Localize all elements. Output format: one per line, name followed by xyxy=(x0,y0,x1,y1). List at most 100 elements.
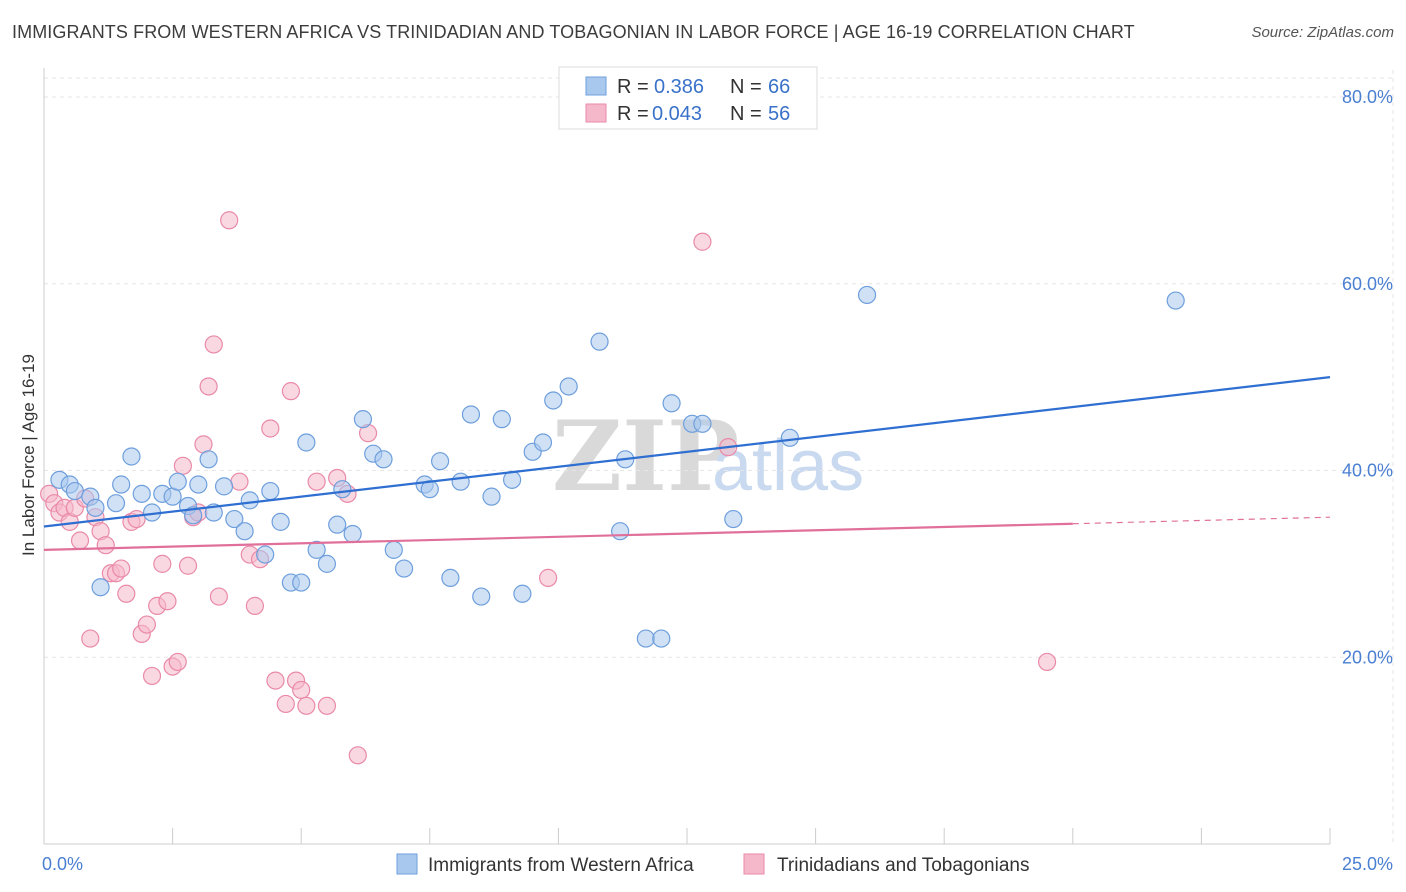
western-africa-point-58 xyxy=(652,629,671,648)
trinidadians-point-50 xyxy=(348,746,367,765)
bottom-legend-swatch-pink xyxy=(743,853,765,875)
legend-r-value-1: 0.386 xyxy=(654,76,704,98)
y-tick-label-80: 80.0% xyxy=(1342,87,1393,107)
western-africa-point-44 xyxy=(461,405,481,424)
trinidadians-point-26 xyxy=(173,456,192,475)
western-africa-point-45 xyxy=(472,587,491,606)
trinidadians-point-11 xyxy=(96,536,115,555)
western-africa-point-27 xyxy=(292,573,311,592)
trinidadians-point-20 xyxy=(142,666,162,686)
western-africa-point-64 xyxy=(857,285,877,305)
trinidadians-point-25 xyxy=(168,652,187,672)
western-africa-point-51 xyxy=(533,433,553,452)
top-legend: R = 0.386 N = 66 R = 0.043 N = 56 xyxy=(558,66,818,130)
western-africa-point-30 xyxy=(317,554,337,573)
western-africa-point-2 xyxy=(65,481,84,501)
trinidadians-point-32 xyxy=(204,335,223,354)
trinidadians-point-46 xyxy=(307,472,326,491)
bottom-legend-label-1: Immigrants from Western Africa xyxy=(428,855,694,876)
western-africa-point-34 xyxy=(353,410,373,429)
western-africa-point-53 xyxy=(559,377,578,396)
western-africa-point-54 xyxy=(590,332,609,351)
legend-swatch-pink xyxy=(585,103,607,123)
chart-title: IMMIGRANTS FROM WESTERN AFRICA VS TRINID… xyxy=(12,22,1135,42)
western-africa-point-62 xyxy=(724,509,743,529)
western-africa-point-42 xyxy=(441,568,460,587)
western-africa-point-57 xyxy=(636,629,655,648)
legend-n-value-2: 56 xyxy=(768,103,790,125)
western-africa-point-24 xyxy=(261,481,280,501)
trinidadians-point-34 xyxy=(220,211,239,230)
trend-lines xyxy=(43,376,1331,551)
western-africa-point-29 xyxy=(307,540,326,559)
trinidadians-point-35 xyxy=(230,472,249,491)
source-label: Source: ZipAtlas.com xyxy=(1251,24,1394,41)
y-axis-label: In Labor Force | Age 16-19 xyxy=(19,354,38,556)
bottom-legend: Immigrants from Western Africa Trinidadi… xyxy=(396,853,1029,876)
bottom-legend-label-2: Trinidadians and Tobagonians xyxy=(777,855,1029,876)
series-trinidadians-points xyxy=(40,211,1057,765)
western-africa-point-63 xyxy=(780,428,799,447)
western-africa-point-41 xyxy=(430,452,450,471)
trinidadians-point-22 xyxy=(153,554,172,573)
legend-n-label-1: N = xyxy=(730,76,762,98)
western-africa-point-9 xyxy=(132,484,151,503)
western-africa-point-7 xyxy=(112,475,131,494)
western-africa-point-23 xyxy=(256,545,275,564)
western-africa-point-61 xyxy=(693,414,712,433)
western-africa-point-55 xyxy=(611,522,630,541)
trend-line-trinidadians-extension xyxy=(1072,516,1331,525)
western-africa-point-16 xyxy=(189,475,208,494)
trinidadians-point-15 xyxy=(117,584,136,603)
trinidadians-point-23 xyxy=(158,592,177,611)
x-tick-label-min: 0.0% xyxy=(42,854,83,874)
trinidadians-point-14 xyxy=(112,559,131,578)
trend-line-trinidadians xyxy=(43,522,1073,551)
trinidadians-point-45 xyxy=(297,696,316,715)
western-africa-point-22 xyxy=(240,491,259,510)
western-africa-point-8 xyxy=(122,447,141,466)
western-africa-point-46 xyxy=(482,487,501,506)
western-africa-point-43 xyxy=(451,472,470,491)
western-africa-point-6 xyxy=(106,494,126,513)
western-africa-point-4 xyxy=(86,498,105,517)
western-africa-point-21 xyxy=(235,522,254,541)
trinidadians-point-52 xyxy=(539,568,558,587)
legend-n-value-1: 66 xyxy=(768,76,790,98)
y-tick-label-20: 20.0% xyxy=(1342,647,1393,667)
western-africa-point-37 xyxy=(384,540,403,559)
x-tick-label-max: 25.0% xyxy=(1342,854,1393,874)
western-africa-point-31 xyxy=(328,515,347,534)
legend-n-label-2: N = xyxy=(730,103,762,125)
series-western-africa-points xyxy=(50,285,1185,648)
western-africa-point-36 xyxy=(374,450,393,469)
trend-line-western-africa xyxy=(43,376,1331,528)
trinidadians-point-55 xyxy=(1037,652,1057,672)
trinidadians-point-47 xyxy=(317,696,337,715)
trinidadians-point-33 xyxy=(209,587,228,606)
trinidadians-point-40 xyxy=(266,671,285,690)
trinidadians-point-53 xyxy=(693,232,712,251)
western-africa-point-15 xyxy=(184,506,203,525)
legend-r-value-2: 0.043 xyxy=(652,103,702,125)
y-tick-label-60: 60.0% xyxy=(1342,274,1393,294)
western-africa-point-28 xyxy=(297,433,316,452)
trinidadians-point-27 xyxy=(178,556,198,575)
trinidadians-point-6 xyxy=(70,531,90,550)
trinidadians-point-8 xyxy=(81,629,100,648)
western-africa-point-25 xyxy=(271,512,290,531)
trinidadians-point-37 xyxy=(245,596,265,615)
western-africa-point-47 xyxy=(492,410,511,429)
trinidadians-point-17 xyxy=(127,509,146,529)
western-africa-point-19 xyxy=(214,477,234,496)
western-africa-point-5 xyxy=(91,578,110,597)
legend-r-label-2: R = xyxy=(617,103,649,125)
y-tick-labels: 20.0% 40.0% 60.0% 80.0% xyxy=(1342,87,1393,667)
western-africa-point-17 xyxy=(199,450,218,469)
trinidadians-point-19 xyxy=(137,615,156,634)
western-africa-point-52 xyxy=(544,391,563,410)
western-africa-point-59 xyxy=(662,394,681,413)
y-tick-label-40: 40.0% xyxy=(1342,461,1393,481)
western-africa-point-65 xyxy=(1166,291,1185,310)
